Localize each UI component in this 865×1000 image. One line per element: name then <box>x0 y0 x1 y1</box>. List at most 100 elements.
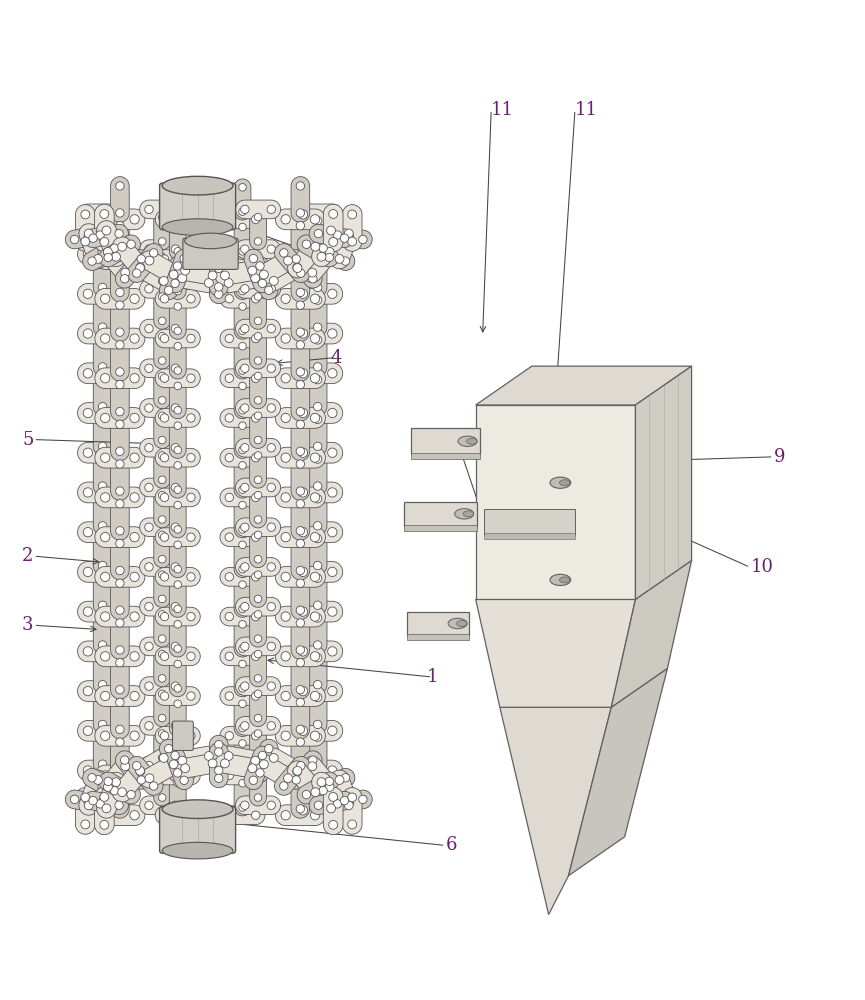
FancyBboxPatch shape <box>404 502 477 526</box>
Circle shape <box>99 654 106 662</box>
Circle shape <box>239 724 247 732</box>
PathPatch shape <box>75 205 95 251</box>
Circle shape <box>99 720 106 729</box>
Circle shape <box>136 767 144 776</box>
PathPatch shape <box>155 329 200 348</box>
PathPatch shape <box>170 417 186 458</box>
Circle shape <box>311 334 320 343</box>
PathPatch shape <box>234 695 251 736</box>
Circle shape <box>118 242 126 251</box>
Circle shape <box>187 692 195 700</box>
Circle shape <box>99 800 106 808</box>
Circle shape <box>297 762 305 770</box>
Ellipse shape <box>448 618 467 629</box>
PathPatch shape <box>84 791 128 815</box>
Circle shape <box>112 329 122 338</box>
Circle shape <box>99 773 106 781</box>
Circle shape <box>252 215 260 224</box>
Circle shape <box>136 264 144 272</box>
PathPatch shape <box>170 656 186 697</box>
Circle shape <box>158 317 166 325</box>
FancyBboxPatch shape <box>484 509 575 535</box>
Circle shape <box>215 264 223 273</box>
Ellipse shape <box>550 574 571 585</box>
Circle shape <box>171 682 180 690</box>
Circle shape <box>112 726 122 735</box>
Circle shape <box>110 244 119 252</box>
Circle shape <box>99 495 106 503</box>
PathPatch shape <box>66 790 109 813</box>
Circle shape <box>130 334 139 343</box>
Circle shape <box>298 528 308 537</box>
PathPatch shape <box>99 772 140 804</box>
Circle shape <box>187 295 195 303</box>
Circle shape <box>215 774 223 783</box>
Circle shape <box>215 766 223 775</box>
PathPatch shape <box>95 606 144 627</box>
PathPatch shape <box>308 609 327 654</box>
Circle shape <box>99 283 106 292</box>
Circle shape <box>110 786 119 795</box>
Circle shape <box>248 266 257 275</box>
PathPatch shape <box>166 249 194 293</box>
Circle shape <box>254 253 262 261</box>
Circle shape <box>130 254 139 264</box>
Circle shape <box>174 700 182 708</box>
Circle shape <box>115 229 124 238</box>
PathPatch shape <box>98 756 135 797</box>
Circle shape <box>298 369 308 378</box>
Circle shape <box>145 256 154 265</box>
Circle shape <box>340 796 349 805</box>
Circle shape <box>70 795 79 804</box>
PathPatch shape <box>220 726 265 745</box>
PathPatch shape <box>95 368 144 389</box>
PathPatch shape <box>291 494 310 540</box>
Ellipse shape <box>550 477 571 488</box>
Circle shape <box>112 607 122 616</box>
Circle shape <box>160 732 169 740</box>
Circle shape <box>112 448 122 457</box>
PathPatch shape <box>291 296 310 341</box>
Circle shape <box>298 408 308 418</box>
PathPatch shape <box>97 221 125 267</box>
PathPatch shape <box>308 490 327 535</box>
PathPatch shape <box>95 527 144 547</box>
PathPatch shape <box>155 448 200 467</box>
Circle shape <box>239 342 247 350</box>
PathPatch shape <box>291 574 310 620</box>
Circle shape <box>328 249 337 259</box>
Circle shape <box>297 269 305 277</box>
Circle shape <box>158 555 166 563</box>
Circle shape <box>83 686 93 696</box>
PathPatch shape <box>111 415 129 461</box>
Circle shape <box>279 782 288 790</box>
Circle shape <box>296 460 304 468</box>
Circle shape <box>325 783 334 791</box>
Circle shape <box>99 237 109 246</box>
Circle shape <box>311 215 320 224</box>
Circle shape <box>99 402 106 411</box>
Circle shape <box>150 249 158 257</box>
Circle shape <box>252 652 260 661</box>
Circle shape <box>240 602 249 611</box>
Circle shape <box>313 720 322 729</box>
Circle shape <box>88 257 96 265</box>
Circle shape <box>171 642 180 651</box>
PathPatch shape <box>155 766 200 785</box>
Circle shape <box>187 771 195 780</box>
Circle shape <box>104 777 112 786</box>
Circle shape <box>254 491 262 499</box>
Circle shape <box>187 453 195 462</box>
Circle shape <box>116 328 124 336</box>
FancyBboxPatch shape <box>407 612 469 635</box>
Circle shape <box>313 217 322 225</box>
Circle shape <box>158 650 166 658</box>
PathPatch shape <box>170 378 186 419</box>
Circle shape <box>254 675 262 682</box>
PathPatch shape <box>94 204 114 252</box>
Circle shape <box>259 279 266 288</box>
Circle shape <box>279 249 288 257</box>
PathPatch shape <box>275 646 325 667</box>
Circle shape <box>100 254 110 264</box>
Circle shape <box>313 256 322 265</box>
